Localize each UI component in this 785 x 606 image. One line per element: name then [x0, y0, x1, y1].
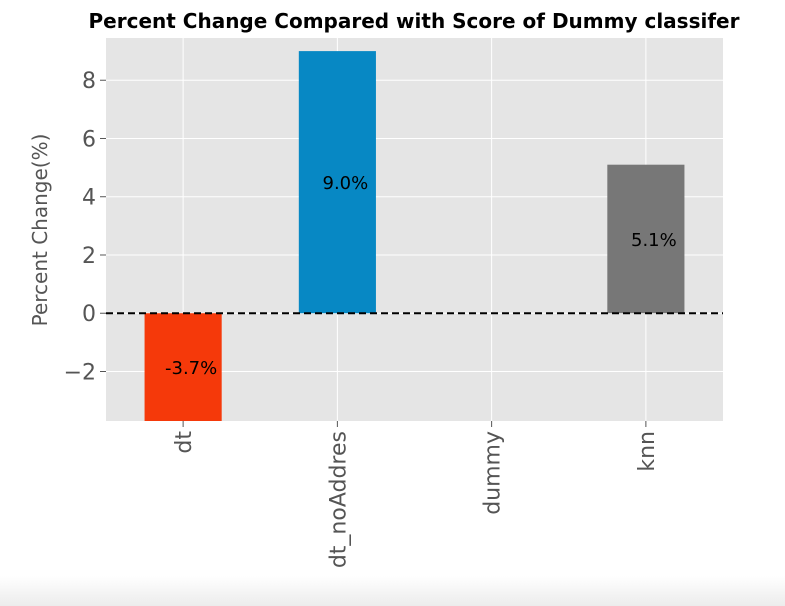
x-tick-label: dummy: [481, 431, 506, 515]
bar-dt_noAddres: [298, 51, 376, 314]
y-axis-label: Percent Change(%): [28, 134, 52, 327]
y-tick-label: 4: [82, 186, 96, 211]
y-tick-label: 6: [82, 127, 96, 152]
bars: [144, 51, 685, 421]
y-axis-ticks: −2 0 2 4 6 8: [64, 69, 106, 385]
data-label-knn: 5.1%: [631, 230, 677, 251]
bar-knn: [607, 164, 685, 314]
y-tick-label: −2: [64, 360, 96, 385]
x-axis-ticks: dt dt_noAddres dummy knn: [172, 421, 660, 568]
data-labels: -3.7% 9.0% 5.1%: [165, 173, 677, 379]
data-label-dt: -3.7%: [165, 358, 217, 379]
x-tick-label: knn: [635, 431, 660, 472]
bar-dt: [144, 313, 222, 421]
chart-title: Percent Change Compared with Score of Du…: [89, 9, 740, 33]
data-label-dt_noAddres: 9.0%: [323, 173, 369, 194]
y-tick-label: 2: [82, 244, 96, 269]
x-tick-label: dt: [172, 431, 197, 454]
y-tick-label: 8: [82, 69, 96, 94]
x-tick-label: dt_noAddres: [326, 431, 351, 568]
y-tick-label: 0: [82, 302, 96, 327]
